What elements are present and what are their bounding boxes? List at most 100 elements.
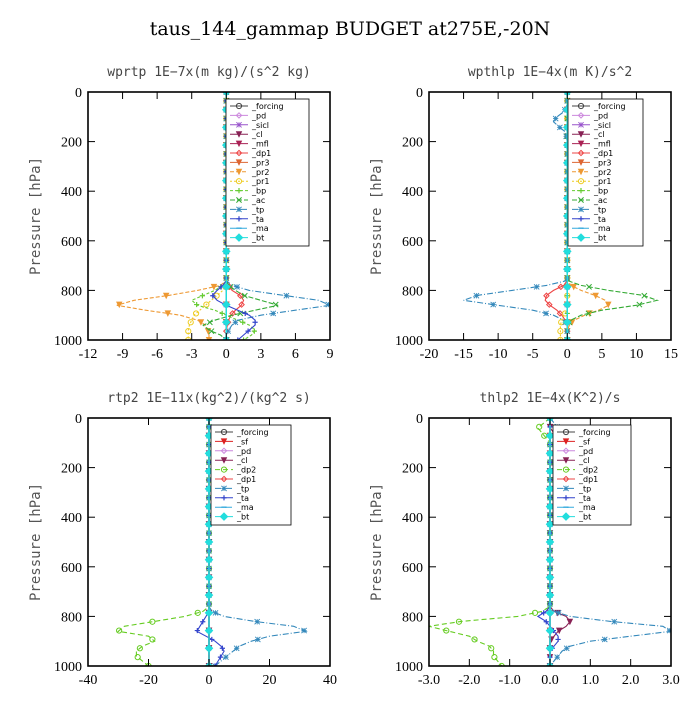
x-tick-label: 0 — [223, 347, 230, 362]
y-axis-label: Pressure [hPa] — [369, 483, 385, 601]
marker-legend-4 — [220, 466, 228, 473]
marker-pr2-23 — [162, 292, 170, 300]
legend-label: _bp — [593, 187, 608, 196]
legend-label: _tp — [251, 205, 264, 214]
marker-dp2-26 — [488, 645, 495, 652]
x-tick-label: -15 — [454, 347, 473, 362]
series-group — [429, 418, 671, 666]
marker-ac-23 — [641, 292, 648, 299]
marker-legend-9 — [578, 188, 584, 194]
plot-title: rtp2 1E−11x(kg^2)/(kg^2 s) — [107, 391, 311, 406]
marker-tp-26 — [233, 645, 240, 652]
x-tick-label: -9 — [117, 347, 129, 362]
x-tick-label: 0 — [564, 347, 571, 362]
legend-label: _ma — [236, 503, 254, 512]
marker-tp-24 — [490, 301, 497, 308]
marker-dp2-27 — [491, 654, 498, 661]
marker-bt-24 — [545, 626, 555, 635]
legend-label: _mfl — [251, 140, 269, 149]
legend-label: _ta — [251, 215, 264, 224]
marker-tp-23 — [473, 292, 480, 299]
marker-legend-4 — [235, 140, 243, 148]
x-tick-label: -40 — [79, 673, 98, 688]
legend-label: _dp2 — [236, 466, 256, 475]
marker-legend-0 — [577, 102, 585, 110]
marker-dp2-23 — [149, 618, 156, 625]
legend-label: _ma — [251, 224, 269, 233]
legend-label: _pr2 — [251, 168, 269, 177]
marker-legend-5 — [220, 475, 228, 483]
marker-bt-10 — [545, 502, 555, 511]
marker-legend-4 — [577, 140, 585, 148]
marker-bt-26 — [221, 317, 231, 327]
marker-tp-27 — [225, 328, 232, 335]
marker-pr1-27 — [557, 328, 564, 335]
marker-bt-14 — [204, 537, 214, 547]
marker-legend-7 — [563, 495, 569, 501]
marker-legend-9 — [561, 512, 571, 521]
marker-dp2-27 — [134, 654, 141, 661]
marker-pr2-22 — [210, 283, 218, 291]
marker-dp2-25 — [149, 636, 156, 643]
marker-legend-8 — [235, 178, 243, 185]
y-tick-label: 800 — [402, 610, 423, 625]
marker-ta-27 — [217, 654, 224, 660]
y-tick-label: 1000 — [54, 334, 82, 349]
legend-label: _sf — [236, 437, 248, 446]
legend-label: _ta — [593, 215, 606, 224]
marker-legend-6 — [577, 159, 585, 166]
legend-label: _tp — [593, 205, 606, 214]
marker-ta-26 — [219, 645, 225, 651]
marker-ta-23 — [543, 619, 549, 625]
marker-bt-26 — [545, 643, 555, 653]
marker-cl-24 — [555, 627, 563, 635]
x-tick-label: 0 — [206, 673, 213, 688]
marker-dp2-25 — [471, 636, 478, 643]
x-tick-label: 1.0 — [582, 673, 600, 688]
y-tick-label: 600 — [61, 561, 82, 576]
marker-pr1-26 — [187, 319, 194, 326]
marker-tp-4 — [556, 124, 563, 131]
plot-title: wprtp 1E−7x(m kg)/(s^2 kg) — [107, 65, 311, 80]
legend-label: _pr3 — [251, 158, 269, 167]
marker-bt-20 — [562, 264, 572, 274]
legend-label: _sf — [578, 437, 590, 446]
marker-tp-24 — [666, 627, 671, 634]
y-tick-label: 600 — [402, 561, 423, 576]
x-tick-label: 10 — [629, 347, 643, 362]
legend-label: _forcing — [251, 102, 284, 111]
marker-legend-7 — [221, 495, 227, 501]
marker-legend-5 — [562, 475, 570, 483]
y-tick-label: 400 — [402, 511, 423, 526]
y-tick-label: 400 — [61, 185, 82, 200]
marker-pr1-27 — [185, 328, 192, 335]
marker-tp-5 — [563, 133, 570, 140]
y-axis-label: Pressure [hPa] — [28, 157, 44, 275]
marker-dp2-26 — [136, 645, 143, 652]
marker-bt-2 — [545, 431, 555, 441]
legend-label: _forcing — [578, 428, 611, 437]
marker-legend-3 — [562, 457, 570, 464]
marker-bt-18 — [562, 247, 572, 256]
marker-legend-12 — [578, 216, 584, 222]
marker-bt-24 — [562, 300, 572, 309]
x-tick-label: -10 — [489, 347, 508, 362]
x-tick-label: -2.0 — [458, 673, 480, 688]
marker-bt-12 — [545, 519, 555, 529]
marker-legend-6 — [235, 159, 243, 166]
marker-bp-27 — [251, 328, 257, 334]
marker-bt-22 — [562, 282, 572, 292]
marker-legend-1 — [577, 112, 585, 119]
y-axis-label: Pressure [hPa] — [369, 157, 385, 275]
legend-label: _bt — [593, 234, 606, 243]
marker-bp-24 — [194, 301, 200, 308]
marker-bt-20 — [204, 590, 214, 600]
legend-label: _pd — [236, 447, 251, 456]
marker-pr2-24 — [116, 301, 123, 309]
marker-pr1-25 — [192, 310, 200, 317]
marker-bt-16 — [545, 555, 555, 565]
marker-legend-3 — [577, 131, 585, 138]
marker-pr2-23 — [592, 292, 599, 300]
marker-ta-27 — [245, 328, 251, 334]
marker-ta-23 — [210, 293, 216, 299]
